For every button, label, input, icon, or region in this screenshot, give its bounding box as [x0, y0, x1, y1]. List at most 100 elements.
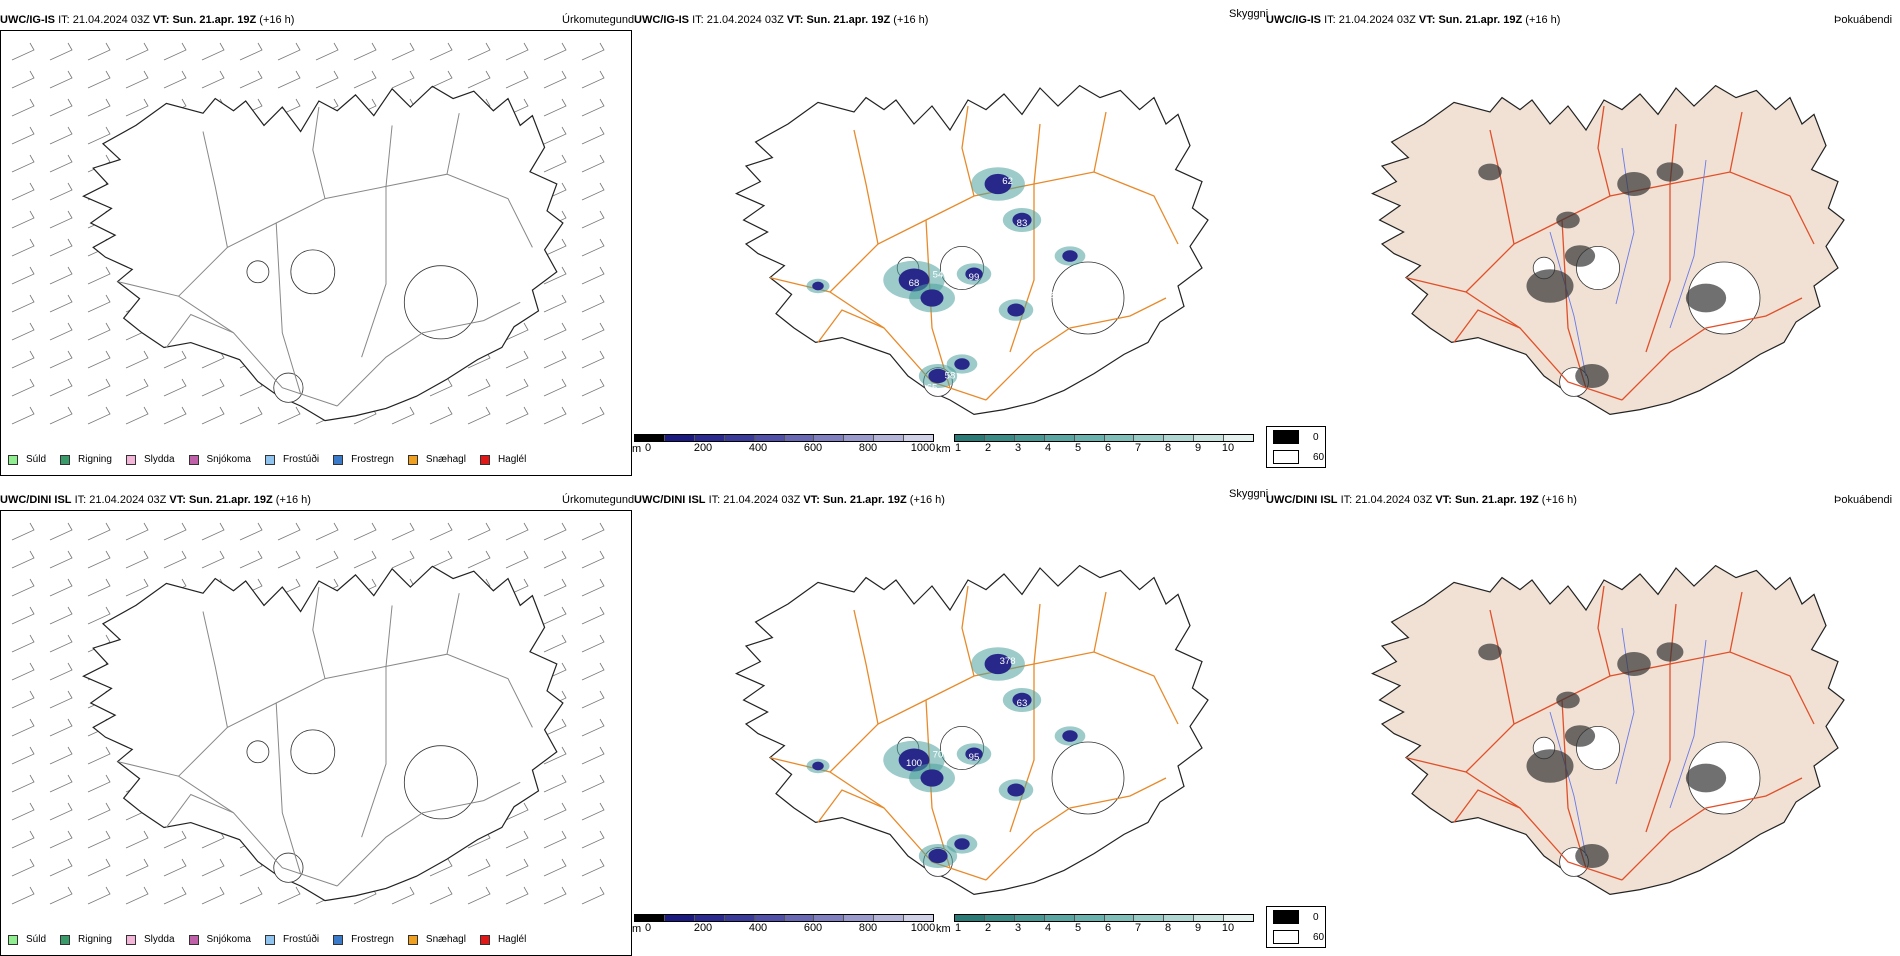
- fog-area: [1575, 844, 1609, 868]
- wind-barb: [49, 182, 73, 201]
- wind-barb: [429, 70, 453, 89]
- legend-swatch: [264, 934, 275, 945]
- wind-barb: [11, 830, 35, 849]
- legend-label: Snjókoma: [206, 454, 251, 465]
- wind-barb: [353, 42, 377, 61]
- colorbar-cell: [844, 915, 875, 921]
- wind-barb: [163, 350, 187, 369]
- ceiling-value-label: 378: [1000, 656, 1016, 667]
- panel-title: Þokuábendi: [1834, 494, 1893, 506]
- wind-barb: [125, 578, 149, 597]
- wind-barb: [49, 578, 73, 597]
- fog-legend-item: 0: [1267, 427, 1325, 447]
- glacier-outline: [403, 265, 478, 340]
- wind-barb: [87, 42, 111, 61]
- colorbar-cell: [694, 435, 725, 441]
- wind-barb: [201, 70, 225, 89]
- wind-barb: [163, 858, 187, 877]
- legend-swatch: [8, 934, 18, 945]
- wind-barb: [125, 350, 149, 369]
- wind-barb: [543, 550, 567, 569]
- wind-barb: [277, 550, 301, 569]
- wind-barb: [49, 690, 73, 709]
- wind-barb: [201, 42, 225, 61]
- road-line: [961, 105, 975, 197]
- wind-barb: [125, 378, 149, 397]
- low-ceiling-area: [965, 267, 983, 281]
- fog-area: [1685, 283, 1727, 313]
- wind-barb: [429, 42, 453, 61]
- wind-barb: [163, 550, 187, 569]
- wind-barb: [11, 98, 35, 117]
- wind-barb: [543, 42, 567, 61]
- colorbar-cell: [814, 915, 845, 921]
- wind-barb: [11, 70, 35, 89]
- wind-barb: [581, 522, 605, 541]
- colorbar-tick: 3: [1014, 442, 1022, 454]
- wind-barb: [49, 350, 73, 369]
- wind-barb: [277, 522, 301, 541]
- wind-barb: [543, 98, 567, 117]
- it-label: IT:: [692, 14, 704, 26]
- wind-barb: [467, 550, 491, 569]
- wind-barb: [11, 522, 35, 541]
- colorbar-cell: [1044, 435, 1075, 441]
- wind-barb: [505, 550, 529, 569]
- road-line: [202, 611, 228, 728]
- colorbar-cell: [635, 915, 665, 921]
- model-label: UWC/IG-IS: [1266, 14, 1321, 26]
- wind-barb: [49, 210, 73, 229]
- road-line: [446, 113, 460, 175]
- colorbar-cells: [954, 914, 1254, 922]
- wind-barb: [87, 294, 111, 313]
- wind-barb: [87, 378, 111, 397]
- fog-area: [1617, 652, 1651, 676]
- it-value: 21.04.2024 03Z: [1355, 494, 1433, 506]
- wind-barb: [505, 42, 529, 61]
- wind-barb: [49, 98, 73, 117]
- vt-value: Sun. 21.apr. 19Z: [822, 494, 907, 506]
- legend-label: Snæhagl: [425, 454, 466, 465]
- wind-barb: [543, 266, 567, 285]
- wind-barb: [467, 522, 491, 541]
- wind-barb: [467, 406, 491, 425]
- wind-barb: [581, 634, 605, 653]
- legend-label: Haglél: [497, 934, 527, 945]
- road-line: [1093, 111, 1107, 173]
- vt-label: VT:: [169, 494, 186, 506]
- panel-title: Skyggni: [1229, 8, 1269, 20]
- panel-title: Úrkomutegund: [562, 494, 635, 506]
- legend-swatch: [125, 934, 136, 945]
- colorbar-cell: [904, 435, 934, 441]
- wind-barb: [11, 634, 35, 653]
- wind-barb: [543, 126, 567, 145]
- wind-barb: [581, 98, 605, 117]
- fog-legend-swatch: [1273, 430, 1299, 444]
- wind-barb: [163, 378, 187, 397]
- ceiling-value-label: 75: [957, 290, 968, 301]
- model-label: UWC/IG-IS: [634, 14, 689, 26]
- wind-barb: [87, 126, 111, 145]
- fog-area: [1656, 162, 1684, 182]
- wind-barb: [581, 70, 605, 89]
- road-line: [1729, 591, 1743, 653]
- colorbar-cell: [784, 435, 815, 441]
- wind-barb: [125, 858, 149, 877]
- model-label: UWC/IG-IS: [0, 14, 55, 26]
- it-value: 21.04.2024 03Z: [89, 494, 167, 506]
- wind-barb: [11, 858, 35, 877]
- wind-barb: [125, 830, 149, 849]
- wind-barb: [315, 522, 339, 541]
- wind-barb: [11, 378, 35, 397]
- wind-barb: [11, 578, 35, 597]
- legend-swatch: [333, 934, 344, 945]
- wind-barb: [49, 294, 73, 313]
- wind-barb: [505, 886, 529, 905]
- low-ceiling-area: [1012, 692, 1032, 708]
- colorbar-cell: [1134, 915, 1165, 921]
- wind-barb: [581, 802, 605, 821]
- wind-barb: [87, 746, 111, 765]
- road-line: [275, 702, 302, 874]
- fog-legend-label: 60: [1313, 931, 1325, 943]
